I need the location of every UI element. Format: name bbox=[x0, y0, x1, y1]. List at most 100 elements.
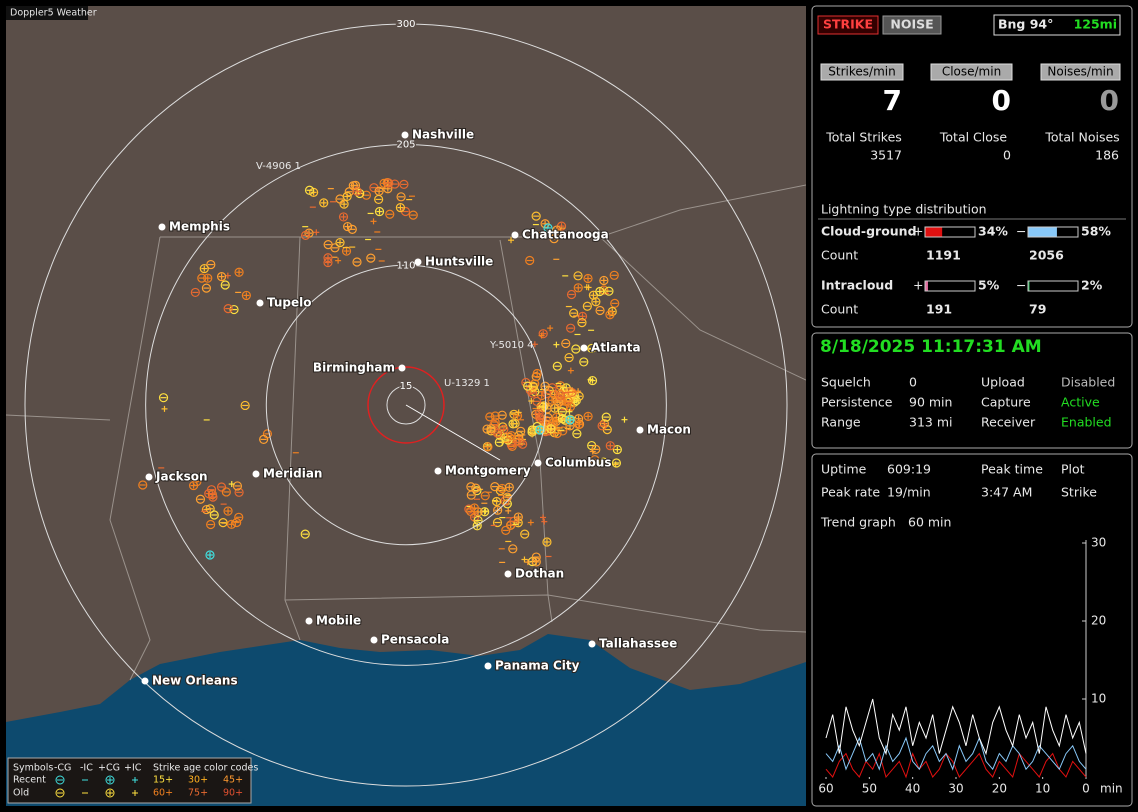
strike-ring bbox=[591, 297, 601, 307]
x-tick-label: 40 bbox=[905, 782, 920, 796]
strike-symbol bbox=[513, 512, 523, 522]
rate-header bbox=[820, 63, 904, 81]
strike-ring bbox=[190, 287, 200, 298]
strike-ring bbox=[591, 444, 601, 454]
strike-symbol bbox=[342, 191, 352, 202]
strike-ring bbox=[612, 444, 622, 455]
strike-symbol bbox=[223, 303, 233, 314]
strike-ring bbox=[611, 458, 622, 468]
strike-symbol bbox=[209, 510, 219, 520]
strike-ring bbox=[504, 482, 514, 492]
strike-ring bbox=[304, 185, 315, 195]
strike-ring bbox=[513, 512, 523, 522]
strike-symbol bbox=[582, 301, 592, 311]
strike-ring bbox=[515, 437, 525, 447]
strike-symbol bbox=[553, 341, 560, 348]
strike-symbol bbox=[490, 481, 500, 492]
strike-ring bbox=[597, 421, 607, 431]
legend-age: 15+ bbox=[153, 775, 173, 786]
city-dot bbox=[504, 570, 512, 578]
total-label: Total Noises bbox=[1044, 130, 1119, 145]
range-rings: 15 110 205 300 bbox=[24, 18, 788, 787]
strike-ring bbox=[573, 283, 583, 293]
city-label: Columbus bbox=[545, 456, 612, 470]
strike-symbol bbox=[486, 424, 496, 434]
strike-symbol bbox=[216, 482, 227, 492]
strike-symbol bbox=[385, 209, 395, 219]
strike-symbol bbox=[508, 237, 515, 244]
strike-symbol bbox=[188, 480, 199, 491]
strike-symbol bbox=[161, 405, 168, 412]
strike-symbol bbox=[552, 361, 562, 371]
strike-ring bbox=[561, 338, 571, 349]
strike-ring bbox=[205, 504, 215, 514]
strike-symbol bbox=[352, 257, 362, 267]
strike-ring bbox=[605, 441, 615, 451]
strike-symbol bbox=[480, 507, 490, 517]
datetime: 8/18/2025 11:17:31 AM bbox=[820, 337, 1042, 357]
strike-ring bbox=[221, 487, 231, 497]
strike-symbol bbox=[538, 332, 545, 339]
bar-fill bbox=[1028, 227, 1057, 237]
strike-symbol bbox=[516, 426, 526, 436]
city-dot bbox=[145, 473, 153, 481]
percent: 34% bbox=[978, 224, 1008, 239]
noise-button[interactable] bbox=[882, 15, 942, 35]
strike-symbol bbox=[566, 289, 577, 300]
legend-ring bbox=[105, 775, 115, 785]
strike-symbol bbox=[241, 290, 251, 301]
strike-ring bbox=[557, 407, 567, 417]
bar-frame bbox=[924, 226, 976, 238]
range-ring bbox=[145, 144, 667, 666]
strike-symbol bbox=[531, 341, 538, 348]
strike-symbol bbox=[515, 437, 525, 447]
strike-symbol bbox=[483, 442, 493, 452]
strike-ring bbox=[577, 317, 587, 328]
strike-symbol bbox=[531, 557, 541, 567]
strike-symbol bbox=[228, 481, 235, 488]
rate-label: Noises/min bbox=[1047, 65, 1113, 79]
strike-symbol bbox=[573, 283, 583, 293]
strike-symbol bbox=[585, 284, 592, 291]
strike-symbol bbox=[528, 398, 535, 405]
city-label: Tallahassee bbox=[599, 637, 677, 651]
strike-ring bbox=[366, 253, 376, 263]
trend-line bbox=[825, 752, 1087, 779]
city-label: Macon bbox=[647, 423, 691, 437]
city-label: Atlanta bbox=[591, 341, 641, 355]
strike-ring bbox=[587, 343, 597, 354]
strike-ring bbox=[205, 550, 215, 560]
legend-symbol bbox=[105, 788, 115, 798]
x-tick-label: 20 bbox=[992, 782, 1007, 796]
field-value: Disabled bbox=[1061, 375, 1115, 390]
city-dot bbox=[252, 470, 260, 478]
strike-symbol bbox=[595, 286, 605, 297]
strike-ring bbox=[352, 186, 362, 196]
city-dot bbox=[511, 231, 519, 239]
strike-ring bbox=[583, 273, 593, 284]
x-tick-label: 30 bbox=[948, 782, 963, 796]
strike-ring bbox=[399, 179, 409, 189]
field-label: Squelch bbox=[821, 375, 871, 390]
strike-symbol bbox=[599, 275, 609, 286]
strike-symbol bbox=[566, 408, 573, 415]
distance: 125mi bbox=[1074, 17, 1117, 32]
strike-ring bbox=[599, 457, 609, 467]
strike-symbol bbox=[532, 368, 542, 379]
status-panel bbox=[811, 5, 1133, 328]
strike-ring bbox=[587, 375, 598, 386]
strike-ring bbox=[138, 480, 148, 490]
total-value: 0 bbox=[1003, 148, 1011, 163]
city-dot bbox=[158, 223, 166, 231]
strike-symbol bbox=[604, 286, 614, 296]
strike-symbol bbox=[504, 482, 514, 492]
strike-symbol bbox=[501, 525, 511, 536]
strike-symbol bbox=[587, 375, 598, 386]
strike-symbol bbox=[552, 428, 562, 439]
strike-symbol bbox=[506, 440, 516, 450]
strike-symbol bbox=[520, 529, 530, 539]
strike-symbol bbox=[510, 418, 520, 429]
city-label: Tupelo bbox=[267, 296, 312, 310]
strike-button[interactable] bbox=[817, 15, 879, 35]
field-value: Active bbox=[1061, 395, 1100, 410]
